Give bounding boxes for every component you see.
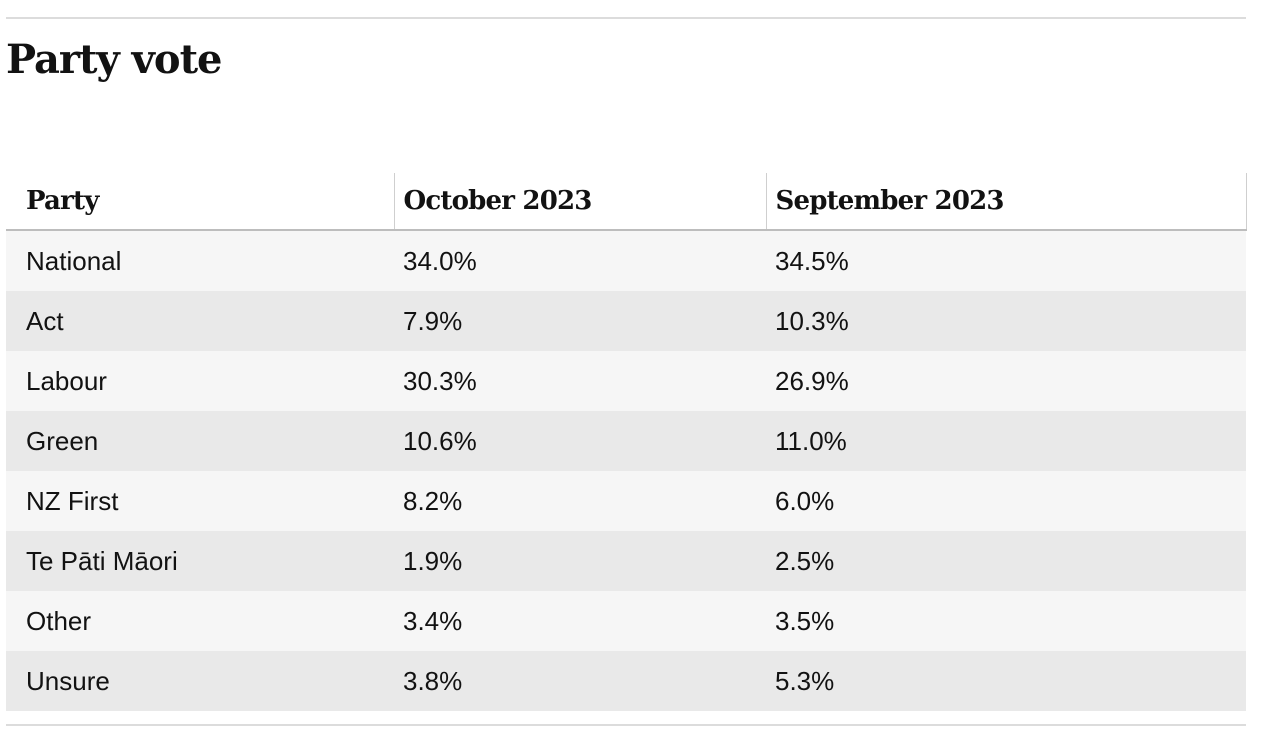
table-row: NZ First 8.2% 6.0% <box>6 471 1246 531</box>
october-value-cell: 1.9% <box>394 531 766 591</box>
september-value-cell: 5.3% <box>766 651 1246 711</box>
column-header-september-2023: September 2023 <box>765 173 1247 231</box>
table-row: Labour 30.3% 26.9% <box>6 351 1246 411</box>
column-header-party: Party <box>6 173 394 231</box>
september-value-cell: 26.9% <box>766 351 1246 411</box>
october-value-cell: 7.9% <box>394 291 766 351</box>
party-name-cell: Other <box>6 591 394 651</box>
october-value-cell: 30.3% <box>394 351 766 411</box>
party-vote-table-container: Party October 2023 September 2023 Nation… <box>6 173 1247 711</box>
page-title: Party vote <box>6 36 222 83</box>
party-name-cell: NZ First <box>6 471 394 531</box>
top-divider <box>6 17 1246 19</box>
party-vote-table: Party October 2023 September 2023 Nation… <box>6 173 1247 711</box>
september-value-cell: 6.0% <box>766 471 1246 531</box>
table-row: Green 10.6% 11.0% <box>6 411 1246 471</box>
party-name-cell: Unsure <box>6 651 394 711</box>
table-header: Party October 2023 September 2023 <box>6 173 1247 231</box>
table-body: National 34.0% 34.5% Act 7.9% 10.3% Labo… <box>6 230 1246 711</box>
party-name-cell: Te Pāti Māori <box>6 531 394 591</box>
october-value-cell: 3.8% <box>394 651 766 711</box>
table-header-row: Party October 2023 September 2023 <box>6 173 1247 231</box>
october-value-cell: 10.6% <box>394 411 766 471</box>
party-name-cell: Act <box>6 291 394 351</box>
september-value-cell: 34.5% <box>766 230 1246 291</box>
party-name-cell: Labour <box>6 351 394 411</box>
column-header-october-2023: October 2023 <box>393 173 766 231</box>
table-row: Other 3.4% 3.5% <box>6 591 1246 651</box>
table-row: National 34.0% 34.5% <box>6 230 1246 291</box>
table-row: Te Pāti Māori 1.9% 2.5% <box>6 531 1246 591</box>
september-value-cell: 11.0% <box>766 411 1246 471</box>
october-value-cell: 3.4% <box>394 591 766 651</box>
october-value-cell: 34.0% <box>394 230 766 291</box>
party-name-cell: National <box>6 230 394 291</box>
table-row: Act 7.9% 10.3% <box>6 291 1246 351</box>
party-name-cell: Green <box>6 411 394 471</box>
october-value-cell: 8.2% <box>394 471 766 531</box>
september-value-cell: 10.3% <box>766 291 1246 351</box>
september-value-cell: 3.5% <box>766 591 1246 651</box>
bottom-divider <box>6 724 1246 726</box>
september-value-cell: 2.5% <box>766 531 1246 591</box>
table-row: Unsure 3.8% 5.3% <box>6 651 1246 711</box>
